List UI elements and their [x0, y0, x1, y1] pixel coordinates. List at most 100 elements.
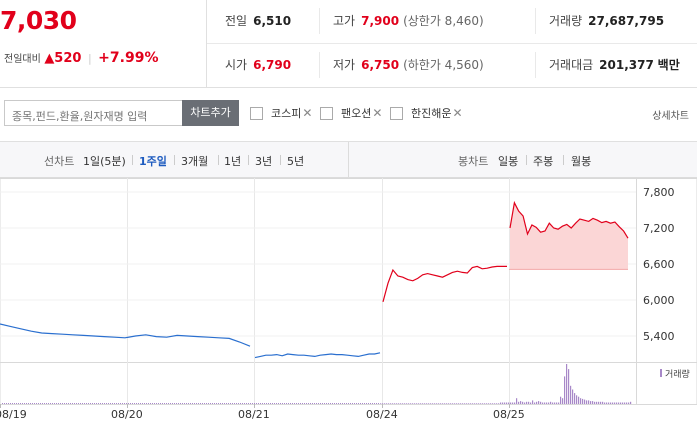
period-divider — [248, 155, 249, 165]
volume-bar — [474, 403, 476, 404]
volume-bar — [88, 403, 89, 404]
volume-bar — [422, 403, 424, 404]
volume-bar — [496, 403, 498, 404]
checkbox[interactable] — [320, 107, 333, 120]
volume-bar — [232, 403, 233, 404]
volume-bar — [354, 403, 355, 404]
volume-bar — [376, 403, 377, 404]
volume-bar — [440, 403, 442, 404]
period-1week[interactable]: 1주일 — [139, 155, 167, 168]
volume-bar — [568, 369, 570, 404]
x-tick-label: 08/19 — [0, 408, 27, 421]
compare-panocean[interactable]: 팬오션✕ — [320, 105, 382, 121]
volume-bar — [102, 403, 103, 404]
candle-daily[interactable]: 일봉 — [498, 155, 519, 168]
volume-value: 27,687,795 — [588, 14, 665, 28]
volume-bar — [604, 402, 606, 404]
volume-bar — [256, 403, 257, 404]
price-chart[interactable]: 7,800 7,200 6,600 6,000 5,400 거래량 08/19 08/20 08… — [0, 178, 697, 443]
volume-bar — [196, 403, 197, 404]
trade-amount-value: 201,377 — [599, 58, 654, 72]
y-tick-label: 5,400 — [643, 330, 675, 343]
period-3year[interactable]: 3년 — [255, 155, 273, 168]
stats-row-2: 시가 6,790 저가 6,750 (하한가 4,560) 거래대금 201,377 백… — [207, 44, 697, 88]
detail-chart-link[interactable]: 상세차트 — [652, 111, 689, 122]
candle-weekly[interactable]: 주봉 — [533, 155, 554, 168]
volume-bar — [222, 403, 223, 404]
volume-bar — [152, 403, 153, 404]
volume-bar — [218, 403, 219, 404]
upper-limit: (상한가 8,460) — [403, 14, 484, 28]
period-3month[interactable]: 3개월 — [181, 155, 209, 168]
high-value: 7,900 — [361, 14, 400, 28]
volume-bar — [618, 402, 620, 404]
volume-bar — [626, 402, 628, 404]
volume-bar — [412, 403, 414, 404]
volume-bar — [316, 403, 317, 404]
open-value: 6,790 — [253, 58, 292, 72]
compare-hanjin[interactable]: 한진해운✕ — [390, 105, 463, 121]
volume-bar — [78, 403, 79, 404]
volume-bar — [526, 401, 528, 404]
volume-bar — [140, 403, 141, 404]
volume-bar — [260, 403, 261, 404]
volume-bar — [598, 401, 600, 404]
volume-bar — [416, 403, 418, 404]
y-tick-label: 6,000 — [643, 294, 675, 307]
period-5year[interactable]: 5년 — [287, 155, 305, 168]
checkbox[interactable] — [250, 107, 263, 120]
checkbox[interactable] — [390, 107, 403, 120]
volume-bar — [452, 403, 454, 404]
volume-bar — [82, 403, 83, 404]
volume-bar — [560, 396, 562, 404]
open-label: 시가 — [225, 58, 248, 72]
search-input[interactable] — [4, 100, 182, 126]
period-1year[interactable]: 1년 — [224, 155, 242, 168]
volume-bar — [514, 402, 516, 404]
volume-bar — [424, 403, 426, 404]
volume-bar — [628, 402, 630, 404]
volume-bar — [8, 403, 9, 404]
volume-bar — [374, 403, 375, 404]
volume-bar — [492, 403, 494, 404]
close-icon[interactable]: ✕ — [452, 106, 463, 120]
high-label: 고가 — [333, 14, 356, 28]
volume-bar — [198, 403, 199, 404]
volume-bar — [76, 403, 77, 404]
close-icon[interactable]: ✕ — [302, 106, 313, 120]
prev-close-value: 6,510 — [253, 14, 292, 28]
volume-bar — [592, 401, 594, 404]
compare-label: 팬오션 — [341, 107, 372, 120]
prev-close-label: 전일 — [225, 14, 248, 28]
volume-bar — [264, 403, 265, 404]
volume-bar — [300, 403, 301, 404]
volume-bar — [528, 401, 530, 404]
volume-bar — [562, 398, 564, 404]
volume-bar — [516, 398, 518, 404]
volume-bar — [364, 403, 365, 404]
volume-bar — [236, 403, 237, 404]
volume-bar — [382, 403, 384, 404]
volume-bar — [388, 403, 390, 404]
volume-bar — [296, 403, 297, 404]
volume-bar — [298, 403, 299, 404]
volume-bar — [310, 403, 311, 404]
volume-bar — [534, 402, 536, 404]
period-1day[interactable]: 1일(5분) — [83, 155, 126, 168]
volume-bar — [276, 403, 277, 404]
close-icon[interactable]: ✕ — [372, 106, 383, 120]
volume-bar — [74, 403, 75, 404]
volume-bar — [558, 402, 560, 404]
add-chart-button[interactable]: 차트추가 — [182, 100, 239, 126]
volume-bar — [328, 403, 329, 404]
volume-bar — [80, 403, 81, 404]
volume-bar — [160, 403, 161, 404]
volume-bar — [396, 403, 398, 404]
volume-bar — [182, 403, 183, 404]
compare-kospi[interactable]: 코스피✕ — [250, 105, 312, 121]
volume-bar — [12, 403, 13, 404]
candle-monthly[interactable]: 월봉 — [571, 155, 592, 168]
volume-bar — [468, 403, 470, 404]
volume-bar — [168, 403, 169, 404]
volume-bar — [454, 403, 456, 404]
